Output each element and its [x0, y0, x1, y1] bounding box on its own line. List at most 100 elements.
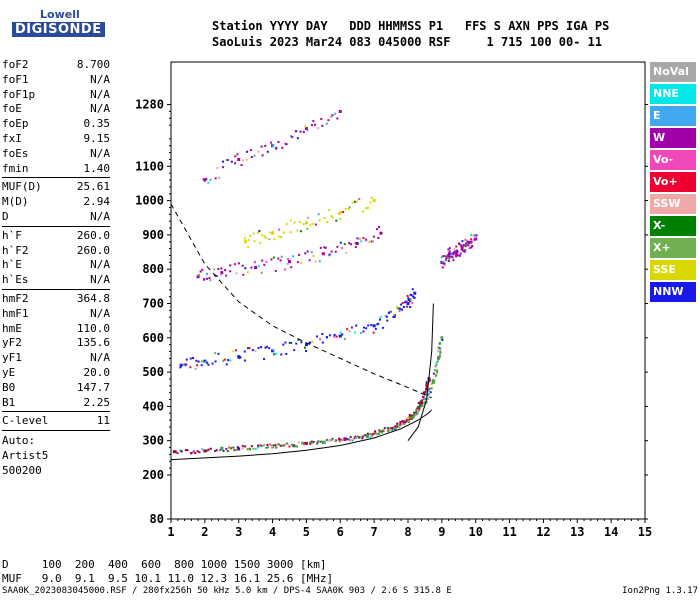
trace-dot	[421, 397, 424, 400]
trace-dot	[398, 426, 401, 429]
trace-dot	[362, 435, 365, 438]
trace-dot	[452, 259, 455, 262]
trace-dot	[365, 327, 368, 330]
trace-dot	[370, 240, 373, 243]
trace-dot	[311, 222, 314, 225]
trace-dot	[239, 356, 242, 359]
trace-dot	[346, 328, 349, 331]
legend-item-w: W	[650, 128, 696, 148]
trace-dot	[292, 255, 295, 258]
trace-dot	[309, 441, 312, 444]
trace-dot	[185, 363, 188, 366]
trace-dot	[431, 379, 434, 382]
trace-dot	[263, 263, 266, 266]
param-label: foF2	[2, 58, 29, 71]
header-line-2: SaoLuis 2023 Mar24 083 045000 RSF 1 715 …	[212, 35, 603, 49]
y-tick-label: 400	[142, 399, 164, 413]
param-value: N/A	[90, 87, 110, 101]
trace-dot	[426, 385, 429, 388]
trace-dot	[417, 411, 420, 414]
separator	[2, 177, 110, 179]
x-tick-label: 12	[536, 525, 550, 539]
trace-dot	[419, 405, 422, 408]
trace-dot	[230, 447, 233, 450]
trace-dot	[465, 242, 468, 245]
trace-dot	[286, 442, 289, 445]
param-row-d: D N/A	[2, 210, 110, 225]
trace-dot	[198, 451, 201, 454]
trace-dot	[376, 228, 379, 231]
param-row-yf1: yF1 N/A	[2, 351, 110, 366]
param-value: 8.700	[76, 58, 110, 71]
trace-point	[304, 221, 308, 225]
trace-dot	[366, 432, 369, 435]
trace-dot	[258, 230, 261, 233]
trace-dot	[339, 331, 342, 334]
trace-dot	[302, 223, 305, 226]
trace-dot	[411, 301, 414, 304]
trace-dot	[176, 452, 179, 455]
trace-dot	[261, 444, 264, 447]
param-value: N/A	[90, 72, 110, 86]
trace-dot	[409, 416, 412, 419]
trace-dot	[256, 446, 259, 449]
trace-dot	[321, 341, 324, 344]
trace-dot	[369, 436, 372, 439]
param-label: D	[2, 209, 9, 223]
trace-dot	[459, 244, 462, 247]
trace-dot	[325, 122, 328, 125]
trace-dot	[224, 269, 227, 272]
trace-dot	[343, 243, 346, 246]
trace-dot	[348, 242, 351, 245]
trace-dot	[349, 435, 352, 438]
trace-dot	[396, 422, 399, 425]
trace-dot	[201, 448, 204, 451]
trace-dot	[290, 266, 293, 269]
trace-dot	[422, 391, 425, 394]
trace-dot	[259, 444, 262, 447]
trace-dot	[291, 443, 294, 446]
trace-dot	[233, 449, 236, 452]
trace-dot	[205, 177, 208, 180]
trace-dot	[293, 445, 296, 448]
trace-dot	[393, 315, 396, 318]
legend-item-nne: NNE	[650, 84, 696, 104]
trace-point	[413, 291, 417, 295]
trace-dot	[331, 114, 334, 117]
param-row-fof1: foF1 N/A	[2, 73, 110, 88]
trace-dot	[461, 240, 464, 243]
param-label: foE	[2, 102, 22, 116]
trace-point	[271, 231, 275, 235]
trace-dot	[394, 425, 397, 428]
x-tick-label: 3	[235, 525, 242, 539]
trace-dot	[314, 223, 317, 226]
trace-dot	[180, 450, 183, 453]
trace-dot	[372, 240, 375, 243]
trace-dot	[312, 255, 315, 258]
x-tick-label: 10	[468, 525, 482, 539]
trace-dot	[249, 234, 252, 237]
x-tick-label: 4	[269, 525, 276, 539]
trace-dot	[272, 349, 275, 352]
trace-point	[372, 199, 376, 203]
trace-dot	[174, 450, 177, 453]
trace-dot	[307, 216, 310, 219]
trace-point	[440, 336, 444, 340]
trace-dot	[452, 253, 455, 256]
trace-dot	[416, 412, 419, 415]
trace-dot	[215, 449, 218, 452]
trace-dot	[265, 260, 268, 263]
trace-dot	[248, 447, 251, 450]
trace-dot	[196, 364, 199, 367]
trace-dot	[417, 405, 420, 408]
trace-dot	[364, 207, 367, 210]
trace-dot	[396, 305, 399, 308]
trace-dot	[243, 237, 246, 240]
trace-dot	[347, 207, 350, 210]
trace-point	[321, 440, 325, 444]
trace-dot	[437, 356, 440, 359]
trace-dot	[428, 387, 431, 390]
trace-dot	[417, 402, 420, 405]
trace-dot	[189, 366, 192, 369]
trace-dot	[272, 256, 275, 259]
